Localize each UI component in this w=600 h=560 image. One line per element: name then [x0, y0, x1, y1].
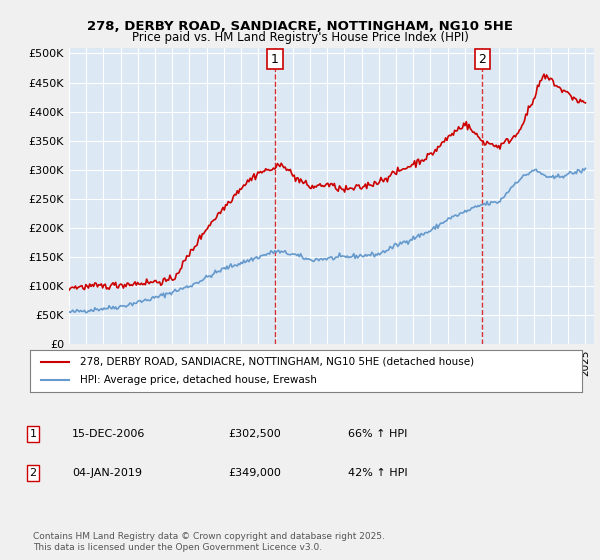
Text: 04-JAN-2019: 04-JAN-2019: [72, 468, 142, 478]
Text: 66% ↑ HPI: 66% ↑ HPI: [348, 429, 407, 439]
Text: 2: 2: [479, 53, 487, 66]
Text: 1: 1: [271, 53, 279, 66]
Text: Price paid vs. HM Land Registry's House Price Index (HPI): Price paid vs. HM Land Registry's House …: [131, 31, 469, 44]
Text: 42% ↑ HPI: 42% ↑ HPI: [348, 468, 407, 478]
Text: 278, DERBY ROAD, SANDIACRE, NOTTINGHAM, NG10 5HE (detached house): 278, DERBY ROAD, SANDIACRE, NOTTINGHAM, …: [80, 357, 474, 367]
Text: 2: 2: [29, 468, 37, 478]
Text: HPI: Average price, detached house, Erewash: HPI: Average price, detached house, Erew…: [80, 375, 317, 385]
Text: 15-DEC-2006: 15-DEC-2006: [72, 429, 145, 439]
Text: Contains HM Land Registry data © Crown copyright and database right 2025.
This d: Contains HM Land Registry data © Crown c…: [33, 532, 385, 552]
Text: 1: 1: [29, 429, 37, 439]
Text: £302,500: £302,500: [228, 429, 281, 439]
Text: £349,000: £349,000: [228, 468, 281, 478]
Text: 278, DERBY ROAD, SANDIACRE, NOTTINGHAM, NG10 5HE: 278, DERBY ROAD, SANDIACRE, NOTTINGHAM, …: [87, 20, 513, 32]
